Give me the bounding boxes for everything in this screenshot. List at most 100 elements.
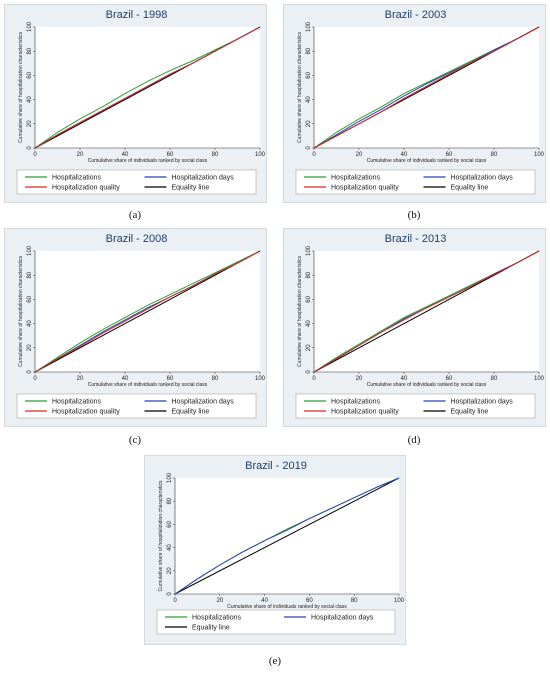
y-axis-label: Cumulative share of hospitalization char… [297,32,303,143]
x-tick-label: 40 [261,598,268,604]
x-tick-label: 0 [33,376,37,382]
y-tick-label: 60 [167,520,173,527]
chart-title: Brazil - 2019 [245,460,307,472]
y-tick-label: 20 [167,567,173,574]
x-tick-label: 80 [212,152,219,158]
legend-box [16,169,257,195]
y-tick-label: 80 [306,271,312,278]
x-tick-label: 80 [491,152,498,158]
series-line-hospitalization-quality [34,26,261,149]
x-tick-label: 100 [534,152,545,158]
x-tick-label: 40 [122,152,129,158]
legend-label: Equality line [451,409,489,416]
chart-panel-e: Brazil - 2019 0 20 40 60 80 100 0 20 40 60 80 100 Cum… [144,455,406,645]
legend-label: Equality line [172,185,210,192]
legend-label: Hospitalization days [451,399,514,406]
legend-label: Hospitalization quality [52,409,120,416]
y-axis-label: Cumulative share of hospitalization char… [18,32,24,143]
caption-c: (c) [128,434,142,446]
legend-label: Hospitalization days [172,399,235,406]
y-tick-label: 80 [27,47,33,54]
x-axis-label: Cumulative share of individuals ranked b… [367,158,487,164]
legend-label: Hospitalizations [192,615,242,622]
y-tick-label: 40 [306,96,312,103]
y-tick-label: 0 [306,146,312,150]
y-tick-label: 40 [167,544,173,551]
x-tick-label: 0 [173,598,177,604]
x-tick-label: 60 [167,152,174,158]
legend-label: Hospitalizations [331,399,381,406]
series-line-equality-line [174,477,400,595]
x-axis-label: Cumulative share of individuals ranked b… [88,158,208,164]
x-axis-label: Cumulative share of individuals ranked b… [227,604,347,610]
legend-label: Hospitalization quality [331,409,399,416]
y-axis-label: Cumulative share of hospitalization char… [297,256,303,367]
chart-panel-c: Brazil - 2008 0 20 40 60 80 100 0 20 40 60 80 100 Cum… [4,228,267,427]
y-tick-label: 100 [306,21,312,32]
series-line-hospitalizations [34,26,261,149]
y-tick-label: 100 [167,472,173,483]
y-tick-label: 20 [27,120,33,127]
y-tick-label: 60 [27,295,33,302]
x-tick-label: 60 [446,152,453,158]
caption-e: (e) [268,655,282,667]
x-tick-label: 100 [255,152,266,158]
x-tick-label: 60 [167,376,174,382]
series-line-hospitalization-quality [313,26,540,149]
chart-title: Brazil - 2013 [385,233,447,245]
x-tick-label: 80 [212,376,219,382]
x-tick-label: 80 [351,598,358,604]
legend-label: Equality line [172,409,210,416]
series-line-hospitalization-quality [34,250,261,373]
y-tick-label: 100 [27,21,33,32]
chart-panel-d: Brazil - 2013 0 20 40 60 80 100 0 20 40 60 80 100 Cum… [283,228,546,427]
x-tick-label: 100 [255,376,266,382]
y-tick-label: 40 [27,320,33,327]
y-tick-label: 60 [27,71,33,78]
legend-label: Hospitalizations [331,175,381,182]
legend-label: Hospitalizations [52,175,102,182]
legend-label: Hospitalization days [172,175,235,182]
legend-label: Hospitalization quality [52,185,120,192]
x-tick-label: 100 [534,376,545,382]
y-tick-label: 80 [27,271,33,278]
legend-label: Hospitalization days [451,175,514,182]
x-tick-label: 20 [77,376,84,382]
y-tick-label: 100 [27,245,33,256]
legend-label: Equality line [451,185,489,192]
series-line-equality-line [313,250,540,373]
x-tick-label: 20 [356,376,363,382]
legend-label: Hospitalization days [311,615,374,622]
legend-box [16,393,257,419]
y-tick-label: 60 [306,295,312,302]
x-axis-label: Cumulative share of individuals ranked b… [367,382,487,388]
x-tick-label: 40 [122,376,129,382]
y-tick-label: 20 [27,344,33,351]
legend-label: Equality line [192,625,230,632]
x-tick-label: 40 [401,376,408,382]
caption-d: (d) [407,434,421,446]
legend-box [295,393,536,419]
y-tick-label: 100 [306,245,312,256]
series-line-hospitalizations [34,250,261,373]
chart-title: Brazil - 1998 [106,9,168,21]
caption-a: (a) [128,209,142,221]
series-line-hospitalization-days [313,26,540,149]
x-axis-label: Cumulative share of individuals ranked b… [88,382,208,388]
x-tick-label: 0 [312,376,316,382]
series-line-hospitalization-quality [313,250,540,373]
chart-panel-b: Brazil - 2003 0 20 40 60 80 100 0 20 40 60 80 100 Cum… [283,4,546,203]
y-tick-label: 60 [306,71,312,78]
y-tick-label: 40 [306,320,312,327]
y-tick-label: 0 [27,146,33,150]
x-tick-label: 80 [491,376,498,382]
series-line-hospitalization-days [174,477,400,595]
x-tick-label: 60 [446,376,453,382]
y-tick-label: 0 [306,370,312,374]
legend-label: Hospitalizations [52,399,102,406]
y-tick-label: 20 [306,120,312,127]
x-tick-label: 100 [394,598,405,604]
